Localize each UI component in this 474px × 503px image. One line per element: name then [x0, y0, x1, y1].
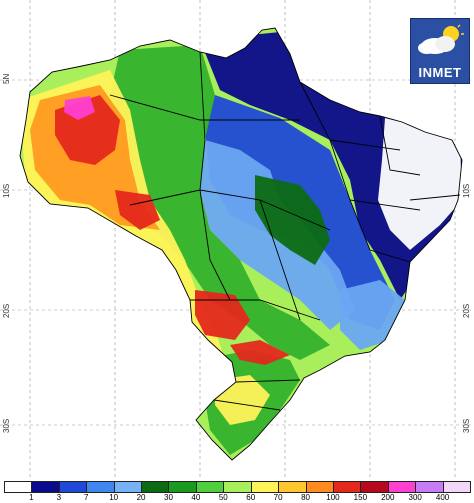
legend-tick-label: 80: [301, 493, 310, 502]
legend-swatch: [168, 481, 197, 493]
legend-swatch: [31, 481, 60, 493]
legend-swatch: [415, 481, 444, 493]
precipitation-map: 5N 10S 20S 30S 5N 10S 20S 30S INMET: [0, 0, 474, 478]
brazil-map-svg: [0, 0, 474, 478]
legend-swatch: [442, 481, 471, 493]
legend-tick-label: 400: [435, 493, 450, 502]
lat-label-30s: 30S: [2, 418, 11, 433]
legend-swatch: [387, 481, 417, 493]
lat-label-5n: 5N: [2, 73, 11, 84]
precipitation-legend: 1 3 7 10 20 30 40 50 60 70 80 100 150 200 300 400: [0, 479, 474, 503]
lat-label-20s-right: 20S: [462, 303, 471, 318]
legend-swatch: [141, 481, 170, 493]
lat-label-10s-right: 10S: [462, 183, 471, 198]
legend-swatch: [195, 481, 225, 493]
legend-swatch: [278, 481, 307, 493]
inmet-logo: INMET: [410, 18, 470, 84]
legend-tick-label: 3: [56, 493, 62, 502]
legend-tick-label: 20: [136, 493, 146, 502]
legend-tick-label: 200: [381, 493, 395, 502]
legend-tick-label: 60: [246, 493, 256, 502]
legend-swatch: [86, 481, 115, 493]
legend-tick-label: 7: [84, 493, 89, 502]
legend-swatch: [250, 481, 280, 493]
legend-swatch: [113, 481, 143, 493]
legend-swatch: [58, 481, 88, 493]
logo-text: INMET: [418, 65, 462, 80]
precipitation-field: [20, 28, 462, 460]
legend-swatch: [4, 481, 33, 493]
legend-tick-label: 30: [164, 493, 173, 502]
legend-tick-label: 40: [191, 493, 201, 502]
lat-label-30s-right: 30S: [462, 418, 471, 433]
legend-tick-label: 70: [273, 493, 283, 502]
legend-tick-label: 100: [326, 493, 340, 502]
legend-tick-label: 150: [353, 493, 368, 502]
sun-cloud-icon: [418, 24, 464, 54]
legend-swatch: [332, 481, 362, 493]
state-borders: [19, 27, 463, 461]
legend-swatch: [360, 481, 389, 493]
legend-swatch: [305, 481, 334, 493]
lat-label-10s: 10S: [2, 183, 11, 198]
lat-label-20s: 20S: [2, 303, 11, 318]
legend-tick-label: 1: [29, 493, 34, 502]
legend-tick-label: 50: [218, 493, 228, 502]
legend-swatch: [223, 481, 252, 493]
legend-tick-label: 300: [408, 493, 422, 502]
legend-tick-label: 10: [109, 493, 119, 502]
